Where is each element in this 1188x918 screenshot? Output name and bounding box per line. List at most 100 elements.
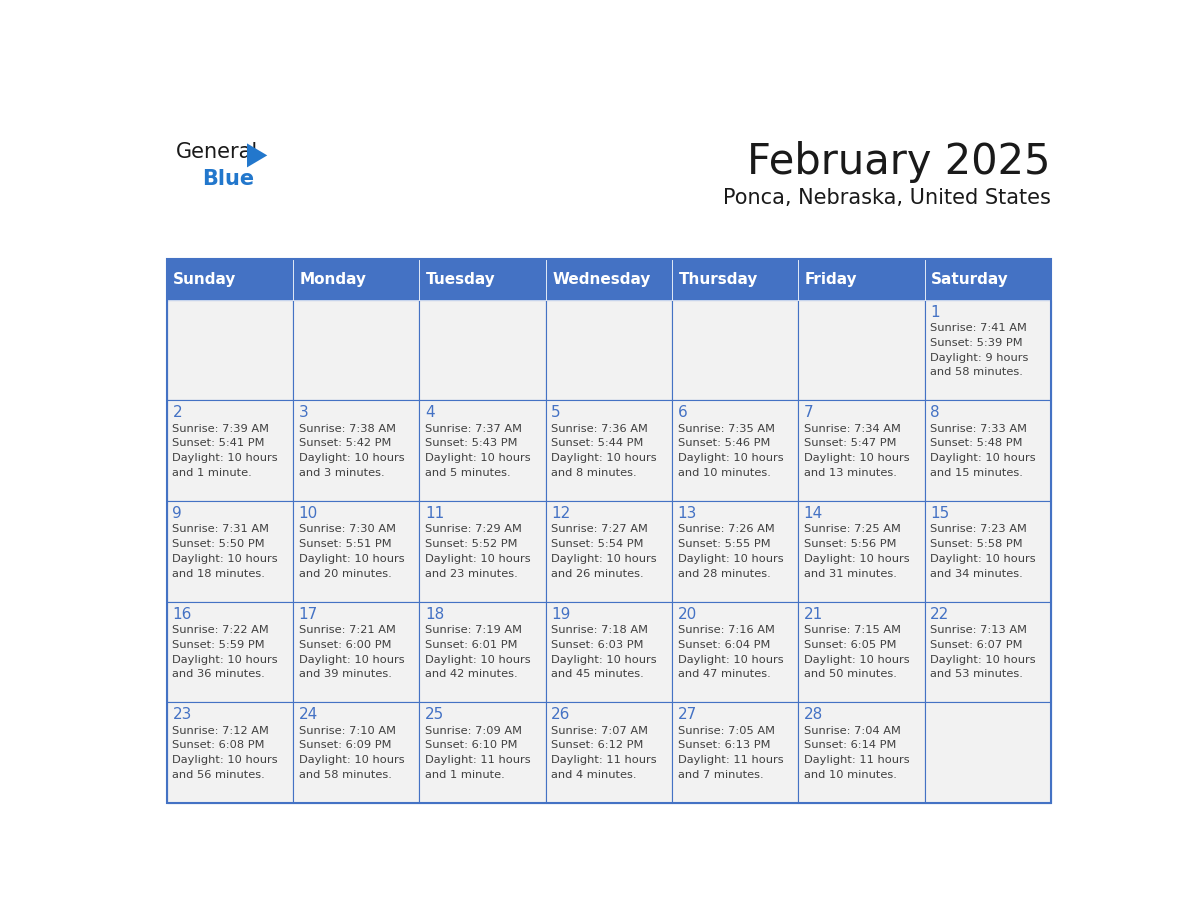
Bar xyxy=(166,702,293,803)
Text: Blue: Blue xyxy=(202,169,254,189)
Bar xyxy=(545,501,672,601)
Text: 28: 28 xyxy=(804,707,823,722)
Text: Sunset: 6:00 PM: Sunset: 6:00 PM xyxy=(298,640,391,650)
Text: Daylight: 10 hours: Daylight: 10 hours xyxy=(298,756,404,766)
Text: 11: 11 xyxy=(425,506,444,521)
Text: Daylight: 10 hours: Daylight: 10 hours xyxy=(804,453,909,464)
Text: Sunrise: 7:31 AM: Sunrise: 7:31 AM xyxy=(172,524,270,534)
Text: Daylight: 11 hours: Daylight: 11 hours xyxy=(425,756,531,766)
Text: Daylight: 11 hours: Daylight: 11 hours xyxy=(551,756,657,766)
Text: Wednesday: Wednesday xyxy=(552,272,651,286)
Bar xyxy=(924,299,1051,400)
Text: Sunset: 5:56 PM: Sunset: 5:56 PM xyxy=(804,539,896,549)
Bar xyxy=(798,400,924,501)
Text: Sunset: 6:13 PM: Sunset: 6:13 PM xyxy=(677,741,770,750)
Text: 7: 7 xyxy=(804,405,814,420)
Bar xyxy=(419,259,545,299)
Text: Sunrise: 7:19 AM: Sunrise: 7:19 AM xyxy=(425,625,522,635)
Bar xyxy=(419,400,545,501)
Bar xyxy=(419,702,545,803)
Polygon shape xyxy=(247,143,267,167)
Text: February 2025: February 2025 xyxy=(747,140,1051,183)
Text: and 20 minutes.: and 20 minutes. xyxy=(298,569,392,578)
Text: Sunrise: 7:10 AM: Sunrise: 7:10 AM xyxy=(298,725,396,735)
Text: Sunrise: 7:21 AM: Sunrise: 7:21 AM xyxy=(298,625,396,635)
Text: Monday: Monday xyxy=(299,272,367,286)
Text: and 31 minutes.: and 31 minutes. xyxy=(804,569,897,578)
Bar xyxy=(293,702,419,803)
Text: Sunset: 5:52 PM: Sunset: 5:52 PM xyxy=(425,539,518,549)
Text: 21: 21 xyxy=(804,607,823,621)
Text: Daylight: 10 hours: Daylight: 10 hours xyxy=(677,453,783,464)
Bar xyxy=(672,400,798,501)
Text: and 53 minutes.: and 53 minutes. xyxy=(930,669,1023,679)
Text: Sunset: 5:55 PM: Sunset: 5:55 PM xyxy=(677,539,770,549)
Bar xyxy=(798,702,924,803)
Text: Sunrise: 7:30 AM: Sunrise: 7:30 AM xyxy=(298,524,396,534)
Text: Sunrise: 7:38 AM: Sunrise: 7:38 AM xyxy=(298,423,396,433)
Text: Daylight: 10 hours: Daylight: 10 hours xyxy=(930,554,1036,564)
Text: 15: 15 xyxy=(930,506,949,521)
Bar xyxy=(798,259,924,299)
Text: Daylight: 10 hours: Daylight: 10 hours xyxy=(804,554,909,564)
Text: Daylight: 11 hours: Daylight: 11 hours xyxy=(677,756,783,766)
Text: 27: 27 xyxy=(677,707,696,722)
Bar xyxy=(672,259,798,299)
Text: and 4 minutes.: and 4 minutes. xyxy=(551,770,637,780)
Text: and 34 minutes.: and 34 minutes. xyxy=(930,569,1023,578)
Text: Sunset: 6:01 PM: Sunset: 6:01 PM xyxy=(425,640,518,650)
Text: Daylight: 10 hours: Daylight: 10 hours xyxy=(172,453,278,464)
Bar xyxy=(672,299,798,400)
Text: Sunrise: 7:22 AM: Sunrise: 7:22 AM xyxy=(172,625,270,635)
Text: Daylight: 10 hours: Daylight: 10 hours xyxy=(172,554,278,564)
Text: and 58 minutes.: and 58 minutes. xyxy=(298,770,392,780)
Text: and 58 minutes.: and 58 minutes. xyxy=(930,367,1023,377)
Text: Sunset: 5:39 PM: Sunset: 5:39 PM xyxy=(930,338,1023,348)
Bar xyxy=(924,601,1051,702)
Text: Sunrise: 7:13 AM: Sunrise: 7:13 AM xyxy=(930,625,1028,635)
Text: 18: 18 xyxy=(425,607,444,621)
Text: 10: 10 xyxy=(298,506,318,521)
Bar xyxy=(166,259,1051,803)
Text: Sunrise: 7:16 AM: Sunrise: 7:16 AM xyxy=(677,625,775,635)
Text: Sunset: 5:51 PM: Sunset: 5:51 PM xyxy=(298,539,391,549)
Text: Sunday: Sunday xyxy=(173,272,236,286)
Text: Sunrise: 7:12 AM: Sunrise: 7:12 AM xyxy=(172,725,270,735)
Text: 20: 20 xyxy=(677,607,696,621)
Bar xyxy=(672,501,798,601)
Text: 26: 26 xyxy=(551,707,570,722)
Text: and 50 minutes.: and 50 minutes. xyxy=(804,669,897,679)
Text: Sunset: 5:48 PM: Sunset: 5:48 PM xyxy=(930,439,1023,448)
Text: and 45 minutes.: and 45 minutes. xyxy=(551,669,644,679)
Bar xyxy=(924,400,1051,501)
Text: 17: 17 xyxy=(298,607,318,621)
Text: Daylight: 10 hours: Daylight: 10 hours xyxy=(930,655,1036,665)
Text: Sunrise: 7:09 AM: Sunrise: 7:09 AM xyxy=(425,725,522,735)
Text: Daylight: 11 hours: Daylight: 11 hours xyxy=(804,756,909,766)
Bar xyxy=(545,259,672,299)
Text: Daylight: 10 hours: Daylight: 10 hours xyxy=(551,655,657,665)
Text: Daylight: 10 hours: Daylight: 10 hours xyxy=(677,655,783,665)
Bar xyxy=(293,400,419,501)
Text: and 47 minutes.: and 47 minutes. xyxy=(677,669,770,679)
Text: Sunset: 5:41 PM: Sunset: 5:41 PM xyxy=(172,439,265,448)
Text: Daylight: 10 hours: Daylight: 10 hours xyxy=(551,554,657,564)
Text: and 39 minutes.: and 39 minutes. xyxy=(298,669,392,679)
Text: 22: 22 xyxy=(930,607,949,621)
Text: Sunrise: 7:33 AM: Sunrise: 7:33 AM xyxy=(930,423,1028,433)
Bar xyxy=(166,601,293,702)
Text: Daylight: 10 hours: Daylight: 10 hours xyxy=(425,655,531,665)
Text: Sunrise: 7:36 AM: Sunrise: 7:36 AM xyxy=(551,423,649,433)
Text: Sunrise: 7:07 AM: Sunrise: 7:07 AM xyxy=(551,725,649,735)
Text: Sunrise: 7:29 AM: Sunrise: 7:29 AM xyxy=(425,524,522,534)
Text: Sunset: 5:46 PM: Sunset: 5:46 PM xyxy=(677,439,770,448)
Text: Sunrise: 7:37 AM: Sunrise: 7:37 AM xyxy=(425,423,522,433)
Text: Sunset: 5:43 PM: Sunset: 5:43 PM xyxy=(425,439,518,448)
Text: 24: 24 xyxy=(298,707,318,722)
Text: and 1 minute.: and 1 minute. xyxy=(425,770,505,780)
Text: Sunrise: 7:05 AM: Sunrise: 7:05 AM xyxy=(677,725,775,735)
Text: 3: 3 xyxy=(298,405,309,420)
Text: Daylight: 9 hours: Daylight: 9 hours xyxy=(930,353,1029,363)
Text: Sunset: 6:05 PM: Sunset: 6:05 PM xyxy=(804,640,896,650)
Text: 6: 6 xyxy=(677,405,687,420)
